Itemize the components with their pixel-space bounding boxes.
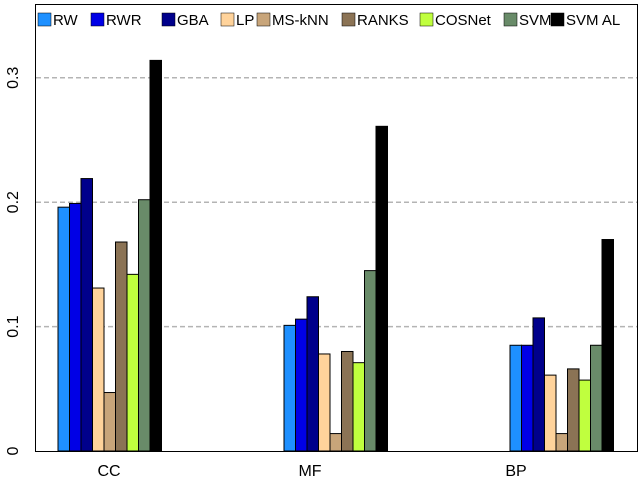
legend-swatch [419,12,434,27]
y-axis: 0 0.1 0.2 0.3 [5,67,22,456]
bar-rwr-mf [295,318,308,452]
bar-cosnet-cc [126,273,139,452]
bars [57,59,614,452]
bar-ms-knn-bp [555,433,568,452]
legend-label: LP [236,12,254,29]
legend-label: MS-kNN [272,12,329,29]
bar-gba-mf [306,296,319,452]
bar-gba-cc [80,178,93,452]
legend-label: GBA [177,12,209,29]
legend-swatch [550,12,565,27]
x-tick-label: CC [97,463,120,480]
bar-lp-mf [318,353,331,452]
bar-lp-bp [544,374,557,452]
legend-label: RANKS [357,12,409,29]
bar-svm-bp [590,344,603,452]
bar-ranks-mf [341,350,354,452]
plot-frame [35,4,638,452]
legend-label: RW [53,12,79,29]
bar-cosnet-bp [578,379,591,452]
bar-cosnet-mf [352,362,365,452]
bar-rw-bp [509,344,522,452]
legend-label: RWR [106,12,142,29]
legend-label: SVM AL [566,12,620,29]
bar-ranks-cc [115,241,128,452]
bar-rwr-cc [69,202,82,452]
bar-rwr-bp [521,344,534,452]
x-axis: CC MF BP [97,463,526,480]
bar-rw-cc [57,206,70,452]
legend-swatch [161,12,176,27]
legend-swatch [90,12,105,27]
bar-rw-mf [283,324,296,452]
x-tick-label: BP [505,463,526,480]
x-tick-label: MF [298,463,321,480]
legend-swatch [341,12,356,27]
bar-svm-al-cc [149,59,162,452]
legend-label: COSNet [435,12,492,29]
y-tick-label: 0.3 [5,67,22,89]
bar-gba-bp [532,317,545,452]
bar-svm-al-mf [375,125,388,452]
bar-ms-knn-cc [103,392,116,452]
legend-label: SVM [519,12,552,29]
legend: RW RWR GBA LP MS-kNN RANKS COSNet SVM SVM AL [37,12,620,29]
bar-lp-cc [92,287,105,452]
bar-ranks-bp [567,368,580,452]
bar-svm-mf [364,270,377,452]
y-tick-label: 0.2 [5,191,22,213]
y-tick-label: 0 [5,446,22,455]
bar-ms-knn-mf [329,433,342,452]
legend-swatch [503,12,518,27]
y-tick-label: 0.1 [5,315,22,337]
bar-svm-al-bp [601,239,614,452]
legend-swatch [256,12,271,27]
legend-swatch [220,12,235,27]
legend-swatch [37,12,52,27]
bar-svm-cc [138,199,151,452]
